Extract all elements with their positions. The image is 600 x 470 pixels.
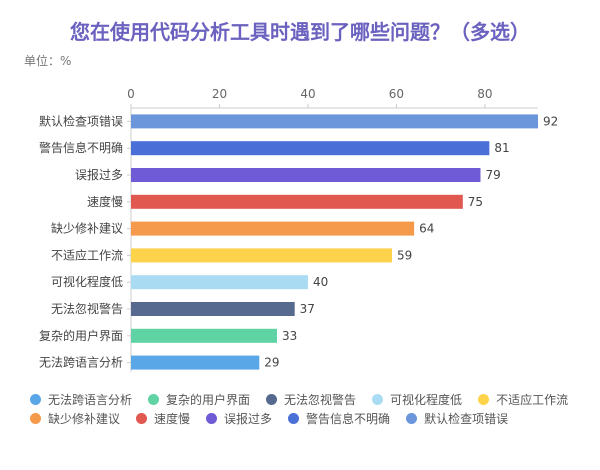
legend-label: 无法跨语言分析 <box>48 392 133 407</box>
data-label: 59 <box>397 248 412 262</box>
bar <box>131 221 415 236</box>
legend-label: 可视化程度低 <box>390 392 463 407</box>
bar-chart: 0 20 40 60 80 默认检查项错误 92 警告信息不明确 81 误报过多 79 速度慢 75 缺少… <box>39 87 558 372</box>
x-tick-label: 80 <box>477 87 492 101</box>
bar <box>131 168 481 182</box>
legend-dot-icon <box>30 412 41 424</box>
unit-label: 单位：% <box>24 54 72 68</box>
legend-label: 缺少修补建议 <box>48 411 121 426</box>
legend-dot-icon <box>30 393 41 405</box>
category-label: 默认检查项错误 <box>39 113 123 128</box>
legend-label: 不适应工作流 <box>496 392 569 407</box>
bar <box>131 302 295 316</box>
legend-item[interactable]: 误报过多 <box>206 410 272 426</box>
legend-label: 误报过多 <box>224 411 273 426</box>
legend-item[interactable]: 不适应工作流 <box>478 391 568 407</box>
legend-dot-icon <box>288 412 300 424</box>
x-tick-label: 20 <box>212 87 227 101</box>
bar <box>131 355 260 370</box>
x-tick-label: 0 <box>127 87 135 101</box>
legend-dot-icon <box>148 393 160 405</box>
legend-dot-icon <box>478 393 490 405</box>
legend-dot-icon <box>206 412 218 424</box>
data-label: 75 <box>468 195 483 209</box>
bar <box>131 248 393 263</box>
category-label: 不适应工作流 <box>51 247 123 262</box>
data-label: 81 <box>494 141 509 155</box>
chart-title: 您在使用代码分析工具时遇到了哪些问题？（多选） <box>70 20 530 44</box>
bar <box>131 114 538 129</box>
legend-dot-icon <box>372 393 384 405</box>
category-label: 无法忽视警告 <box>51 301 123 316</box>
legend-item[interactable]: 速度慢 <box>136 410 190 426</box>
legend-label: 无法忽视警告 <box>284 392 357 407</box>
data-label: 40 <box>313 275 328 289</box>
legend-label: 速度慢 <box>154 411 191 426</box>
legend-dot-icon <box>136 412 148 424</box>
data-label: 33 <box>282 329 297 343</box>
x-tick-label: 40 <box>300 87 315 101</box>
category-label: 速度慢 <box>87 194 123 209</box>
bar <box>131 275 308 290</box>
x-tick-label: 60 <box>389 87 404 101</box>
category-label: 无法跨语言分析 <box>39 356 123 370</box>
legend-dot-icon <box>406 412 418 424</box>
bar <box>131 328 277 343</box>
legend-item[interactable]: 复杂的用户界面 <box>148 391 250 407</box>
data-label: 92 <box>543 114 558 128</box>
legend-label: 默认检查项错误 <box>424 411 509 426</box>
data-label: 29 <box>264 356 279 370</box>
legend-label: 复杂的用户界面 <box>166 392 251 407</box>
legend: 无法跨语言分析 复杂的用户界面 无法忽视警告 可视化程度低 不适应工作流缺少修补建议 速度… <box>30 391 590 426</box>
data-label: 64 <box>419 222 434 236</box>
legend-item[interactable]: 无法跨语言分析 <box>30 391 132 407</box>
legend-item[interactable]: 缺少修补建议 <box>30 410 120 426</box>
legend-dot-icon <box>266 393 278 405</box>
category-label: 可视化程度低 <box>51 274 123 289</box>
legend-item[interactable]: 无法忽视警告 <box>266 391 356 407</box>
bar <box>131 194 463 209</box>
bar <box>131 141 490 156</box>
legend-item[interactable]: 可视化程度低 <box>372 391 462 407</box>
data-label: 79 <box>485 168 500 182</box>
category-label: 警告信息不明确 <box>39 140 123 155</box>
data-label: 37 <box>300 302 315 316</box>
legend-item[interactable]: 警告信息不明确 <box>288 410 390 426</box>
category-label: 缺少修补建议 <box>51 221 123 236</box>
category-label: 复杂的用户界面 <box>39 328 123 343</box>
legend-label: 警告信息不明确 <box>306 411 391 426</box>
legend-item[interactable]: 默认检查项错误 <box>406 410 508 426</box>
category-label: 误报过多 <box>75 167 123 182</box>
